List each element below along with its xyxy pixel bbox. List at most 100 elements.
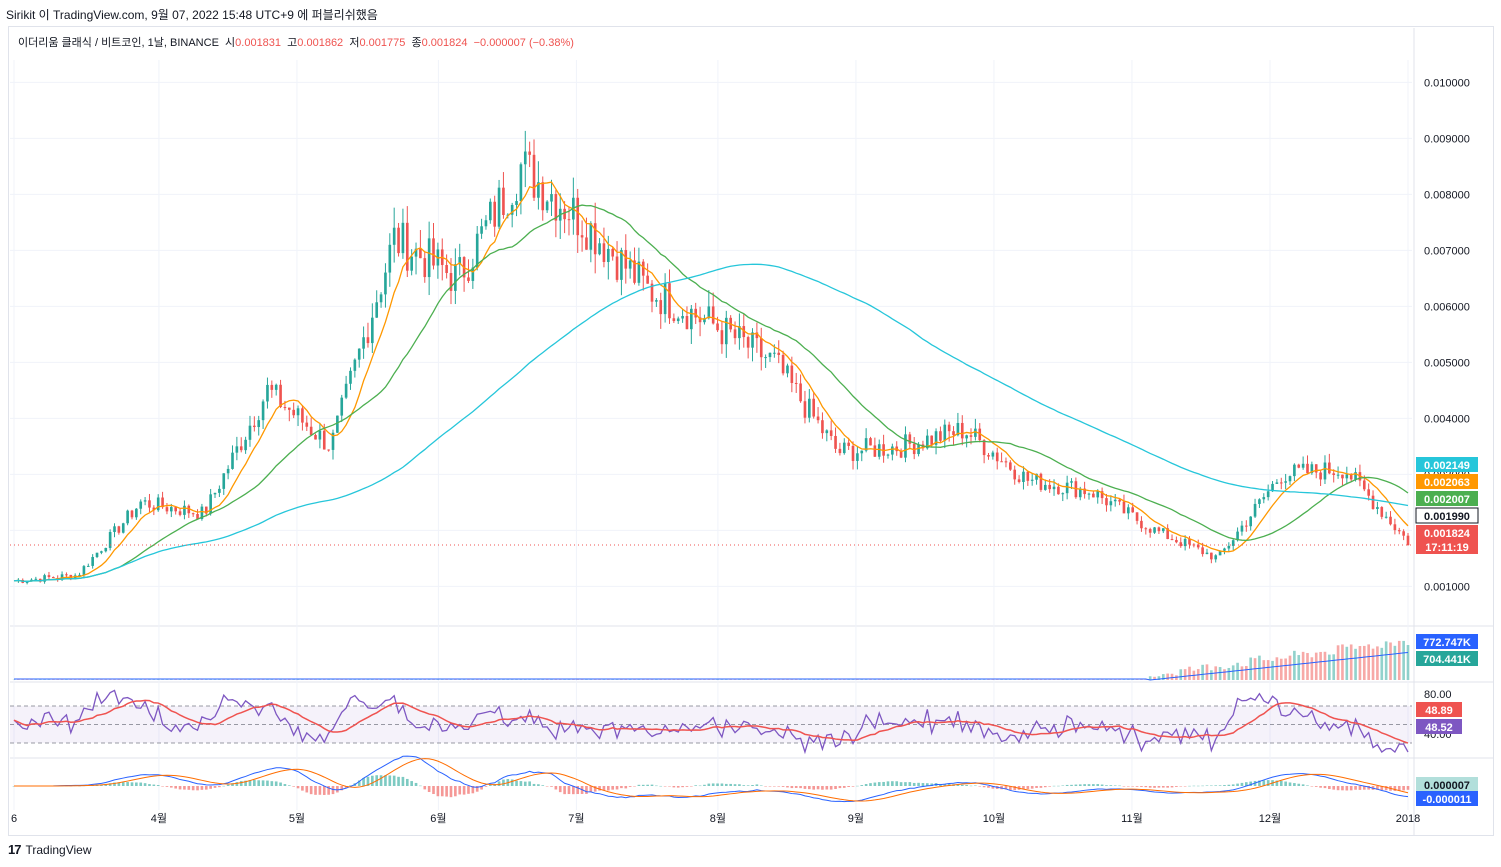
macd-histogram-bar bbox=[274, 781, 278, 786]
macd-histogram-bar bbox=[1065, 784, 1069, 786]
volume-bar bbox=[1183, 669, 1187, 680]
candle-body bbox=[1026, 471, 1030, 481]
candle-body bbox=[187, 505, 191, 514]
macd-histogram-bar bbox=[602, 786, 606, 791]
rsi-line bbox=[13, 689, 1409, 755]
macd-histogram-bar bbox=[191, 786, 195, 791]
candle-body bbox=[1157, 527, 1161, 532]
macd-histogram-bar bbox=[1310, 786, 1314, 787]
volume-bar bbox=[1271, 660, 1274, 680]
macd-histogram-bar bbox=[388, 775, 392, 786]
macd-histogram-bar bbox=[1205, 785, 1209, 786]
volume-bar bbox=[1341, 644, 1344, 680]
candle-body bbox=[135, 508, 138, 518]
macd-histogram-bar bbox=[554, 786, 558, 790]
macd-histogram-bar bbox=[1323, 786, 1327, 789]
volume-bar bbox=[1332, 654, 1336, 680]
macd-histogram-bar bbox=[432, 786, 435, 795]
macd-histogram-bar bbox=[1367, 786, 1370, 790]
macd-histogram-bar bbox=[808, 786, 811, 790]
macd-histogram-bar bbox=[462, 786, 466, 795]
candle-body bbox=[873, 445, 877, 457]
candle-body bbox=[222, 473, 226, 489]
macd-histogram-bar bbox=[314, 786, 317, 795]
macd-histogram-bar bbox=[1201, 785, 1204, 787]
candle-body bbox=[366, 337, 370, 344]
macd-histogram-bar bbox=[257, 780, 261, 786]
volume-bar bbox=[1210, 670, 1213, 680]
macd-histogram-bar bbox=[1284, 781, 1287, 786]
macd-histogram-bar bbox=[799, 786, 802, 789]
candle-body bbox=[1135, 512, 1139, 521]
volume-bar bbox=[1301, 651, 1305, 680]
candle-body bbox=[672, 318, 676, 322]
macd-histogram-bar bbox=[117, 782, 121, 786]
candle-body bbox=[1354, 472, 1357, 480]
macd-histogram-bar bbox=[943, 784, 947, 786]
candle-body bbox=[1083, 488, 1086, 495]
candle-body bbox=[148, 500, 151, 508]
price-tag-label: 0.001990 bbox=[1424, 511, 1470, 523]
volume-bar bbox=[1371, 648, 1375, 680]
macd-histogram-bar bbox=[1061, 785, 1065, 786]
candle-body bbox=[454, 264, 457, 291]
macd-histogram-bar bbox=[1214, 785, 1218, 786]
candle-body bbox=[427, 238, 431, 278]
macd-histogram-bar bbox=[445, 786, 448, 797]
candle-body bbox=[331, 432, 335, 450]
y-tick-label: 0.006000 bbox=[1424, 301, 1470, 313]
macd-histogram-bar bbox=[991, 786, 995, 789]
candle-body bbox=[239, 446, 243, 451]
candle-body bbox=[1148, 529, 1152, 533]
candle-body bbox=[773, 352, 776, 354]
candle-body bbox=[1389, 516, 1392, 525]
macd-histogram-bar bbox=[423, 786, 427, 790]
candle-body bbox=[401, 222, 405, 254]
macd-histogram-bar bbox=[1022, 786, 1025, 790]
candle-body bbox=[1279, 482, 1283, 484]
candle-body bbox=[305, 422, 309, 427]
macd-histogram-bar bbox=[1175, 786, 1178, 787]
macd-histogram-bar bbox=[1397, 786, 1401, 791]
candle-body bbox=[1105, 498, 1108, 506]
candle-body bbox=[838, 448, 842, 454]
candle-body bbox=[25, 581, 29, 583]
candle-body bbox=[904, 434, 907, 458]
macd-histogram-bar bbox=[838, 786, 842, 789]
candle-body bbox=[1166, 528, 1169, 540]
candle-body bbox=[301, 408, 304, 423]
candle-body bbox=[908, 434, 912, 444]
macd-histogram-bar bbox=[1057, 785, 1060, 787]
chart-frame bbox=[8, 26, 1494, 836]
symbol-name[interactable]: 이더리움 클래식 / 비트코인, 1날, BINANCE bbox=[18, 37, 219, 49]
volume-bar bbox=[1148, 676, 1152, 680]
candle-body bbox=[1406, 535, 1410, 546]
macd-histogram-bar bbox=[764, 786, 767, 787]
candle-body bbox=[183, 505, 186, 515]
candle-body bbox=[1384, 516, 1388, 518]
candle-body bbox=[869, 438, 872, 446]
candle-body bbox=[554, 194, 558, 221]
macd-histogram-bar bbox=[209, 786, 212, 789]
high-label: 고 bbox=[287, 37, 298, 49]
candle-body bbox=[344, 383, 348, 398]
candle-body bbox=[121, 523, 125, 533]
macd-histogram-bar bbox=[1127, 786, 1130, 787]
candle-body bbox=[1236, 531, 1239, 541]
price-tag-label: 17:11:19 bbox=[1425, 542, 1468, 554]
macd-histogram-bar bbox=[899, 782, 903, 786]
candle-body bbox=[1017, 479, 1021, 482]
candle-body bbox=[633, 260, 636, 283]
y-tick-label: 0.010000 bbox=[1424, 77, 1470, 89]
macd-histogram-bar bbox=[1249, 781, 1252, 786]
macd-histogram-bar bbox=[794, 786, 798, 788]
macd-histogram-bar bbox=[1240, 782, 1244, 786]
y-tick-label: 0.009000 bbox=[1424, 133, 1470, 145]
macd-histogram-bar bbox=[659, 785, 663, 787]
ma-long-line bbox=[13, 263, 1409, 582]
macd-histogram-bar bbox=[917, 782, 920, 786]
macd-histogram-bar bbox=[1009, 786, 1012, 791]
candle-body bbox=[1288, 476, 1292, 482]
macd-histogram-bar bbox=[152, 784, 156, 786]
